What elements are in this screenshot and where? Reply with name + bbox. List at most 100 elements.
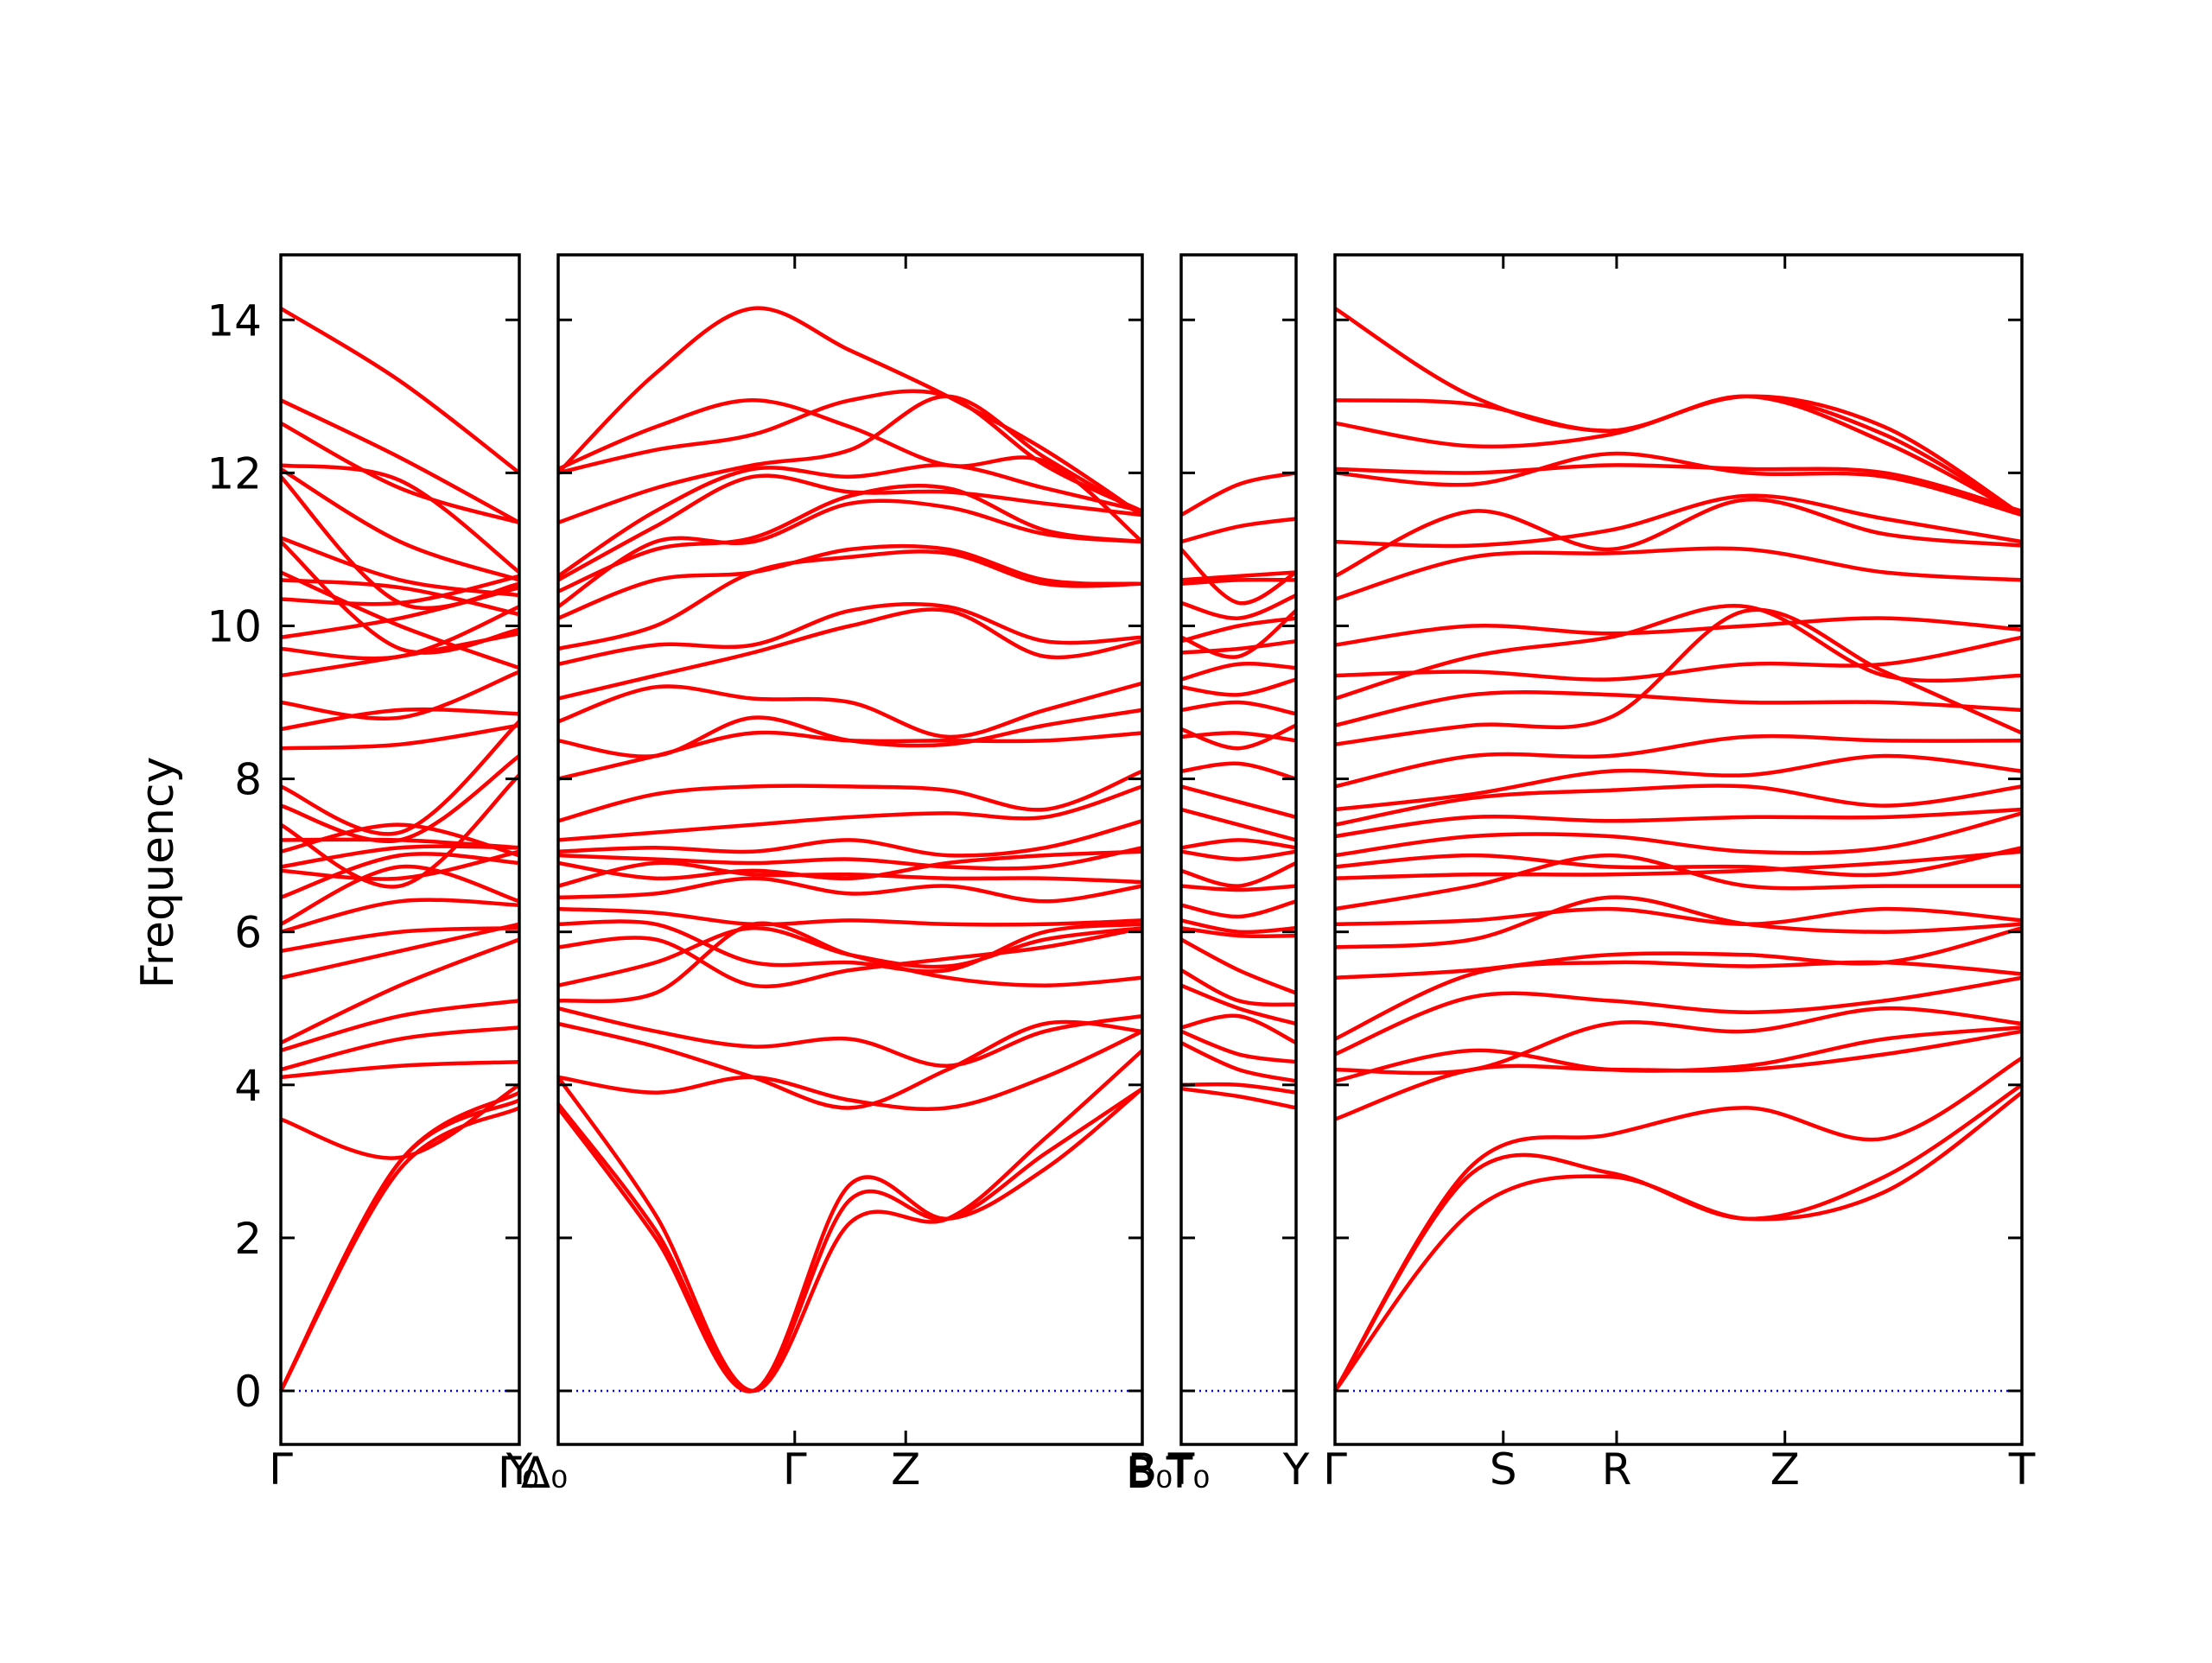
band-3-23: [1180, 662, 1297, 682]
band-2-20: [557, 708, 1143, 759]
x-tick-label-2-1: Γ: [783, 1444, 807, 1495]
x-tick-label-4-5: T: [2008, 1444, 2036, 1495]
band-2-26: [556, 498, 1143, 609]
band-3-11: [1180, 899, 1297, 919]
band-4-19: [1334, 733, 2023, 789]
y-tick-label-0: 0: [234, 1367, 262, 1417]
y-tick-label-8: 8: [234, 755, 262, 805]
band-1-34: [280, 463, 521, 574]
band-1-35: [279, 421, 520, 525]
band-3-16: [1180, 807, 1297, 842]
band-2-16: [557, 819, 1143, 858]
band-3-18: [1180, 761, 1297, 781]
band-1-30: [279, 540, 520, 655]
x-tick-label-3-2: Y: [1282, 1444, 1310, 1495]
band-4-8: [1334, 960, 2023, 1041]
band-3-5: [1180, 1013, 1298, 1045]
band-4-2: [1333, 1082, 2024, 1393]
y-tick-label-6: 6: [234, 908, 262, 958]
x-tick-label-3-1: T: [1167, 1444, 1195, 1495]
band-3-17: [1180, 784, 1297, 820]
x-tick-label-1-2: Y: [505, 1444, 533, 1495]
band-3-1: [1180, 1086, 1297, 1110]
band-2-1: [556, 1087, 1144, 1393]
band-1-19: [280, 754, 521, 843]
band-1-11: [280, 898, 520, 934]
panel-frame-3: [1179, 253, 1298, 1446]
band-1-32: [279, 475, 520, 611]
band-3-12: [1180, 884, 1297, 892]
band-4-13: [1334, 849, 2023, 880]
band-3-27: [1180, 593, 1297, 620]
band-4-24: [1334, 616, 2023, 647]
band-2-13: [557, 860, 1143, 888]
band-2-8: [557, 926, 1143, 987]
x-segment-label-1-1: Γ₀: [498, 1448, 539, 1498]
panel-frame-4: [1333, 253, 2024, 1446]
band-2-4: [557, 1029, 1143, 1111]
band-2-14: [557, 849, 1143, 881]
band-1-26: [280, 586, 520, 640]
band-4-21: [1334, 689, 2023, 727]
band-1-3: [279, 1106, 521, 1393]
band-3-25: [1180, 616, 1297, 644]
band-1-10: [280, 926, 520, 954]
panel-frame-1: [279, 253, 521, 1446]
band-2-15: [557, 846, 1143, 871]
band-2-11: [557, 906, 1143, 927]
band-4-1: [1333, 1090, 2024, 1393]
band-4-14: [1334, 846, 2023, 878]
band-1-14: [280, 849, 520, 881]
band-3-32: [1179, 471, 1297, 517]
band-2-32: [557, 398, 1144, 543]
band-4-15: [1334, 811, 2023, 858]
band-3-10: [1180, 918, 1297, 935]
band-1-21: [280, 723, 520, 751]
band-2-28: [556, 473, 1143, 582]
band-2-9: [557, 926, 1143, 988]
band-4-9: [1334, 926, 2023, 981]
band-2-10: [557, 919, 1143, 974]
band-1-36: [280, 398, 521, 524]
band-4-4: [1334, 1029, 2023, 1121]
band-3-15: [1180, 838, 1297, 850]
x-tick-label-4-4: Z: [1770, 1444, 1800, 1495]
band-3-6: [1180, 983, 1297, 1026]
band-2-12: [557, 876, 1143, 904]
band-4-10: [1334, 895, 2023, 949]
band-4-12: [1334, 853, 2022, 911]
band-4-23: [1334, 635, 2023, 682]
x-segment-label-2-2: B₀: [1126, 1448, 1173, 1498]
y-tick-label-12: 12: [207, 448, 262, 498]
band-1-7: [280, 999, 520, 1053]
band-3-29: [1180, 570, 1297, 582]
band-4-32: [1333, 307, 2024, 517]
band-4-26: [1334, 498, 2023, 578]
band-4-16: [1334, 807, 2023, 839]
band-1-18: [279, 773, 521, 889]
band-2-2: [556, 1087, 1144, 1393]
band-3-7: [1179, 968, 1297, 1007]
band-1-28: [280, 578, 520, 617]
band-3-31: [1180, 517, 1297, 544]
band-3-22: [1180, 677, 1297, 697]
band-4-17: [1334, 784, 2023, 827]
band-3-14: [1180, 849, 1297, 861]
band-4-3: [1333, 1056, 2024, 1393]
band-2-25: [557, 543, 1143, 620]
y-tick-label-2: 2: [234, 1214, 262, 1264]
band-4-27: [1334, 493, 2023, 549]
y-tick-label-4: 4: [234, 1061, 262, 1111]
band-2-23: [557, 601, 1143, 667]
band-2-3: [556, 1049, 1144, 1393]
band-3-4: [1180, 1029, 1297, 1064]
band-4-6: [1334, 1006, 2023, 1076]
band-2-18: [557, 769, 1143, 823]
band-3-24: [1180, 638, 1297, 655]
band-3-13: [1180, 860, 1297, 888]
y-axis-label: Frequency: [132, 757, 184, 989]
band-1-20: [280, 720, 521, 836]
x-tick-label-1-1: Γ: [269, 1444, 293, 1495]
